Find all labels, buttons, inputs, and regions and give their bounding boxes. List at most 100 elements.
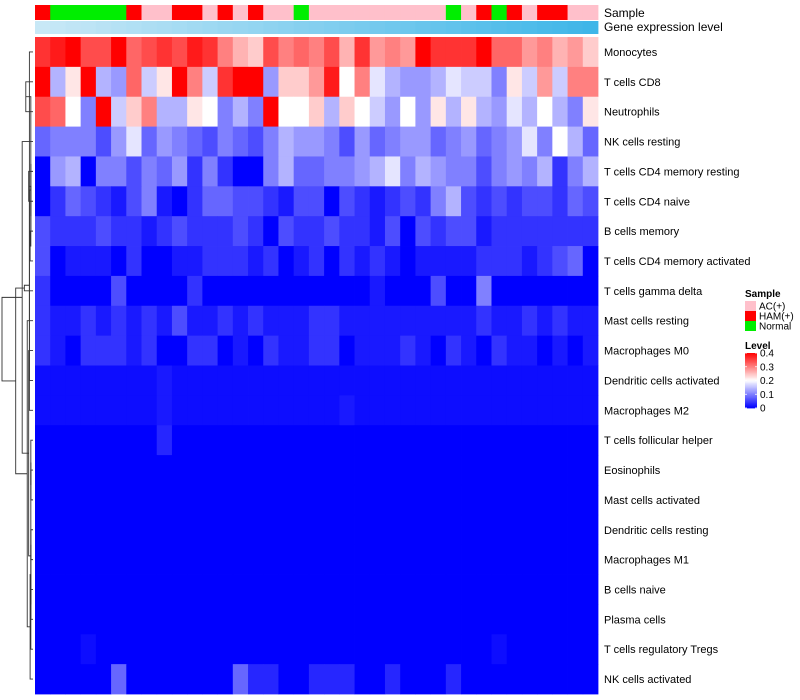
heatmap-cell: [415, 425, 432, 456]
heatmap-cell: [232, 425, 249, 456]
heatmap-cell: [111, 216, 127, 247]
heatmap-cell: [400, 305, 416, 337]
heatmap-cell: [537, 544, 553, 575]
heatmap-cell: [80, 156, 97, 187]
heatmap-cell: [430, 634, 447, 665]
heatmap-cell: [35, 186, 51, 217]
heatmap-cell: [35, 365, 51, 396]
heatmap-cell: [400, 186, 416, 217]
heatmap-cell: [248, 544, 264, 575]
heatmap-cell: [35, 574, 51, 605]
heatmap-cell: [156, 126, 173, 157]
heatmap-cell: [80, 305, 97, 337]
heatmap-cell: [156, 186, 173, 217]
heatmap-cell: [415, 275, 432, 307]
heatmap-cell: [324, 66, 340, 98]
heatmap-cell: [141, 484, 158, 516]
legend-swatch: [745, 311, 756, 321]
heatmap-cell: [491, 126, 508, 157]
heatmap-cell: [308, 126, 325, 157]
heatmap-cell: [384, 484, 401, 516]
heatmap-cell: [80, 574, 97, 605]
heatmap-cell: [156, 96, 173, 127]
sample-annotation-cell: [582, 5, 599, 20]
heatmap-cell: [156, 425, 173, 456]
heatmap-cell: [384, 425, 401, 456]
heatmap-cell: [461, 455, 477, 486]
heatmap-cell: [521, 365, 538, 396]
heatmap-cell: [111, 305, 127, 337]
heatmap-cell: [354, 37, 371, 68]
heatmap-cell: [35, 96, 51, 127]
heatmap-cell: [537, 604, 553, 635]
heatmap-cell: [171, 484, 188, 516]
expression-level-cell: [552, 21, 568, 34]
heatmap-cell: [263, 246, 279, 277]
heatmap-cell: [354, 455, 371, 486]
heatmap-cell: [461, 156, 477, 187]
heatmap-cell: [324, 126, 340, 157]
heatmap-cell: [400, 604, 416, 635]
heatmap-cell: [248, 395, 264, 426]
heatmap-cell: [537, 514, 553, 546]
heatmap-cell: [461, 514, 477, 546]
heatmap-cell: [95, 514, 112, 546]
heatmap-cell: [415, 664, 432, 695]
heatmap-cell: [339, 484, 355, 516]
heatmap-cell: [187, 186, 203, 217]
heatmap-cell: [506, 455, 523, 486]
legend-level-gradient-step: [745, 379, 757, 381]
heatmap-cell: [171, 66, 188, 98]
legend-level-gradient-step: [745, 361, 757, 364]
legend-level-gradient-step: [745, 365, 757, 368]
heatmap-cell: [171, 275, 188, 307]
heatmap-cell: [293, 37, 310, 68]
sample-annotation-cell: [141, 5, 158, 20]
expression-level-cell: [354, 21, 371, 34]
heatmap-cell: [65, 335, 82, 366]
heatmap-cell: [324, 514, 340, 546]
heatmap-cell: [324, 156, 340, 187]
row-label: B cells naive: [604, 584, 666, 596]
dendrogram-branch: [23, 284, 33, 292]
heatmap-cell: [308, 664, 325, 695]
heatmap-cell: [354, 186, 371, 217]
legend-level-gradient-step: [745, 396, 757, 399]
heatmap-cell: [506, 246, 523, 277]
heatmap-cell: [415, 305, 432, 337]
heatmap-cell: [187, 425, 203, 456]
heatmap-cell: [354, 305, 371, 337]
heatmap-cell: [384, 186, 401, 217]
heatmap-cell: [324, 425, 340, 456]
heatmap-cell: [111, 335, 127, 366]
heatmap-cell: [50, 216, 66, 247]
heatmap-cell: [308, 574, 325, 605]
expression-level-cell: [111, 21, 127, 34]
heatmap-cell: [354, 216, 371, 247]
heatmap-cell: [263, 395, 279, 426]
heatmap-cell: [126, 335, 142, 366]
heatmap-cell: [126, 395, 142, 426]
heatmap-cell: [384, 664, 401, 695]
heatmap-cell: [187, 455, 203, 486]
heatmap-cell: [263, 455, 279, 486]
heatmap-cell: [80, 275, 97, 307]
heatmap-cell: [50, 246, 66, 277]
heatmap-cell: [506, 634, 523, 665]
heatmap-cell: [65, 484, 82, 516]
heatmap-cell: [187, 96, 203, 127]
legend-level-title: Level: [745, 341, 771, 352]
heatmap-cell: [324, 246, 340, 277]
heatmap-cell: [95, 186, 112, 217]
heatmap-cell: [141, 365, 158, 396]
heatmap-cell: [506, 335, 523, 366]
row-label: Mast cells resting: [604, 316, 689, 328]
heatmap-cell: [445, 246, 462, 277]
heatmap-cell: [308, 335, 325, 366]
heatmap-cell: [65, 455, 82, 486]
heatmap-cell: [400, 484, 416, 516]
heatmap-cell: [126, 275, 142, 307]
heatmap-cell: [461, 96, 477, 127]
heatmap-cell: [354, 275, 371, 307]
heatmap-cell: [278, 216, 295, 247]
